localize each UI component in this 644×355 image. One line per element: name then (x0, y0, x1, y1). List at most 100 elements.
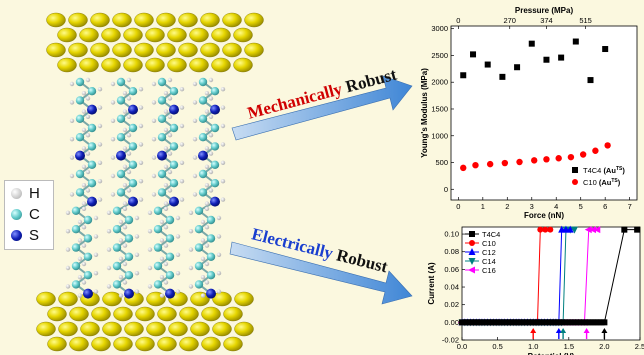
h-atom (97, 142, 103, 147)
c-atom (112, 243, 122, 252)
chart2-x-tick-label: 1.0 (528, 342, 538, 351)
chart1-point-c10 (472, 162, 479, 169)
c-atom (153, 280, 163, 289)
chart1-x-tick-label: 4 (554, 202, 558, 211)
h-atom (175, 215, 181, 221)
h-atom (216, 252, 222, 257)
h-atom (118, 275, 124, 280)
h-atom (69, 100, 75, 105)
h-atom (188, 210, 194, 215)
h-atom (220, 197, 226, 202)
chart2-legend-marker (468, 266, 475, 274)
gold-atom (223, 336, 243, 352)
c-atom (165, 252, 175, 261)
chart2-y-tick-label: 0.08 (444, 247, 459, 256)
chart1-point-t4c4 (460, 72, 467, 79)
h-atom (163, 146, 169, 151)
chart2-legend-label: C16 (482, 266, 496, 275)
h-atom (179, 105, 185, 110)
h-atom (110, 118, 116, 124)
h-atom (81, 243, 87, 248)
c-atom (157, 169, 167, 179)
chart2-legend-label: C14 (482, 257, 496, 266)
chart1-point-c10 (567, 153, 575, 161)
gold-atom (134, 12, 154, 28)
c-atom (87, 87, 97, 96)
h-atom (192, 81, 198, 87)
s-atom (124, 288, 134, 299)
h-atom (204, 164, 210, 169)
chart2-point-c14 (570, 226, 578, 234)
chart1-point-c10 (516, 158, 523, 166)
s-atom (198, 150, 208, 161)
s-atom (210, 104, 220, 115)
h-atom (65, 247, 71, 252)
h-atom (192, 118, 198, 124)
h-atom (204, 243, 210, 248)
chart1-point-c10 (486, 160, 494, 168)
h-atom (188, 247, 194, 252)
chart1-point-t4c4 (587, 77, 594, 84)
h-atom (159, 238, 165, 243)
h-atom (179, 197, 185, 202)
h-atom (122, 91, 128, 96)
gold-atom (201, 306, 221, 322)
h-atom (126, 133, 132, 138)
h-atom (134, 252, 140, 257)
h-atom (167, 133, 173, 138)
h-atom (126, 114, 132, 120)
h-atom (122, 127, 128, 133)
chart1-plot-area (450, 25, 638, 201)
chart1-point-t4c4 (514, 64, 521, 71)
s-atom (157, 150, 167, 161)
c-atom (75, 133, 85, 142)
h-atom (81, 127, 87, 133)
h-atom (147, 284, 153, 289)
chart2-legend-label: C10 (482, 239, 496, 248)
h-atom (208, 151, 214, 156)
c-atom (71, 225, 81, 234)
gold-atom (233, 57, 253, 73)
h-atom (85, 114, 91, 120)
c-atom (194, 261, 204, 271)
chart1-point-t4c4 (499, 73, 506, 80)
c-atom (198, 77, 208, 87)
chart2-point-c16 (584, 226, 592, 234)
h-atom (122, 225, 128, 230)
h-atom (126, 169, 132, 175)
chart2-x-axis-title: Potential (V) (528, 352, 575, 355)
gold-atom (233, 27, 253, 43)
h-atom (179, 87, 185, 92)
c-atom (169, 142, 179, 151)
gold-atom (58, 321, 78, 337)
h-atom (85, 151, 91, 156)
gold-atom (200, 42, 220, 58)
c-atom (116, 188, 126, 197)
h-atom (81, 261, 87, 267)
h-atom (65, 229, 71, 234)
gold-atom (113, 336, 133, 352)
c-atom (83, 234, 93, 243)
s-atom (116, 150, 126, 161)
c-atom (124, 215, 134, 225)
h-atom (163, 206, 169, 211)
c-atom (169, 123, 179, 133)
h-atom (220, 105, 226, 110)
chart1-point-c10 (555, 155, 562, 162)
c-atom (153, 206, 163, 215)
legend-item-h: H (9, 185, 51, 203)
c-atom (194, 243, 204, 252)
h-atom (81, 91, 87, 96)
s-atom (169, 196, 179, 207)
h-atom (159, 293, 165, 298)
h-atom (151, 100, 157, 105)
h-atom (69, 192, 75, 197)
chart2-point-c16 (593, 226, 601, 234)
c-atom (210, 87, 220, 96)
h-atom (167, 188, 173, 193)
h-atom (65, 210, 71, 215)
chart1-point-c10 (531, 157, 538, 164)
h-atom (151, 137, 157, 142)
h-atom (216, 271, 222, 276)
h-atom (69, 81, 75, 87)
